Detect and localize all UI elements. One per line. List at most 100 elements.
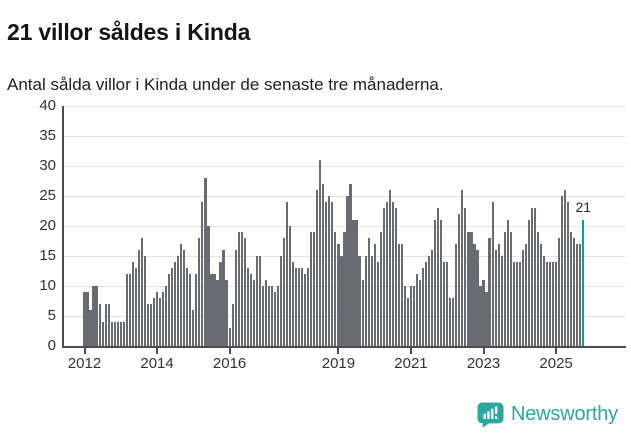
bar xyxy=(255,256,258,346)
bar xyxy=(373,244,376,346)
bar xyxy=(295,268,298,346)
x-axis-tick-label: 2025 xyxy=(539,355,573,372)
bar xyxy=(195,274,198,346)
bar xyxy=(307,268,310,346)
bar xyxy=(479,286,482,346)
x-axis-tick xyxy=(482,348,485,354)
bar xyxy=(434,220,437,346)
bar xyxy=(500,256,503,346)
bar xyxy=(228,328,231,346)
bar xyxy=(518,262,521,346)
bar xyxy=(86,292,89,346)
bar xyxy=(95,286,98,346)
bar xyxy=(470,232,473,346)
bar xyxy=(113,322,116,346)
bar xyxy=(180,244,183,346)
x-axis-tick-label: 2023 xyxy=(466,355,501,372)
bar xyxy=(298,268,301,346)
bar xyxy=(177,256,180,346)
bar xyxy=(137,250,140,346)
bar xyxy=(146,304,150,346)
bar xyxy=(158,298,162,346)
bar xyxy=(424,262,428,346)
bar xyxy=(149,304,153,346)
bar xyxy=(545,262,549,346)
y-axis-tick-label: 5 xyxy=(47,307,56,324)
bar xyxy=(431,250,434,346)
bar xyxy=(243,238,246,346)
bar xyxy=(198,238,201,346)
bar xyxy=(285,202,289,346)
bar xyxy=(415,274,419,346)
bar xyxy=(551,262,555,346)
bar xyxy=(349,184,352,346)
bar xyxy=(237,232,240,346)
y-axis-tick-label: 15 xyxy=(39,247,56,264)
bar xyxy=(437,208,440,346)
bar xyxy=(207,226,210,346)
bar xyxy=(503,232,506,346)
bar xyxy=(476,250,479,346)
bar xyxy=(140,238,144,346)
bar xyxy=(355,220,358,346)
bar xyxy=(110,322,113,346)
page-title: 21 villor såldes i Kinda xyxy=(7,19,251,46)
gridline xyxy=(63,196,625,197)
bar xyxy=(397,244,400,346)
bar xyxy=(276,286,280,346)
bar xyxy=(506,220,509,346)
bar xyxy=(168,274,171,346)
bar xyxy=(291,262,295,346)
x-axis-tick-label: 2021 xyxy=(394,355,428,372)
bar xyxy=(367,238,370,346)
bar xyxy=(213,274,216,346)
bar xyxy=(119,322,122,346)
bar xyxy=(204,178,207,346)
bar xyxy=(533,208,536,346)
bar xyxy=(174,262,177,346)
bar xyxy=(134,268,137,346)
bar xyxy=(515,262,518,346)
bar xyxy=(189,274,192,346)
bar xyxy=(273,292,277,346)
x-axis-tick xyxy=(337,348,340,354)
bar xyxy=(340,256,343,346)
bar xyxy=(446,262,449,346)
bar xyxy=(201,202,204,346)
x-axis-line xyxy=(62,346,626,348)
y-axis-tick-label: 35 xyxy=(39,127,56,144)
bar xyxy=(316,190,319,346)
bar xyxy=(125,274,128,346)
bar xyxy=(561,196,564,346)
bar xyxy=(161,292,165,346)
bar xyxy=(440,220,443,346)
bar xyxy=(494,250,497,346)
bar xyxy=(539,244,543,346)
bar xyxy=(509,232,512,346)
bar xyxy=(267,286,270,346)
bar xyxy=(252,280,255,346)
bar xyxy=(497,244,500,346)
bar xyxy=(452,298,455,346)
bar xyxy=(567,202,570,346)
newsworthy-logo[interactable]: Newsworthy xyxy=(477,401,618,428)
bar xyxy=(361,280,364,346)
bar xyxy=(418,280,422,346)
bar xyxy=(358,256,361,346)
x-axis-tick xyxy=(156,348,159,354)
bar xyxy=(331,202,334,346)
bar xyxy=(216,280,219,346)
bar xyxy=(261,286,264,346)
x-axis-tick xyxy=(409,348,412,354)
x-axis-tick-label: 2012 xyxy=(67,355,102,372)
bar xyxy=(83,292,86,346)
bar xyxy=(165,286,168,346)
bar xyxy=(264,280,267,346)
bar xyxy=(92,286,95,346)
gridline xyxy=(63,106,625,107)
bar xyxy=(334,232,337,346)
bar xyxy=(352,220,355,346)
bar xyxy=(313,232,316,346)
x-axis-tick xyxy=(228,348,231,354)
bar xyxy=(192,310,195,346)
